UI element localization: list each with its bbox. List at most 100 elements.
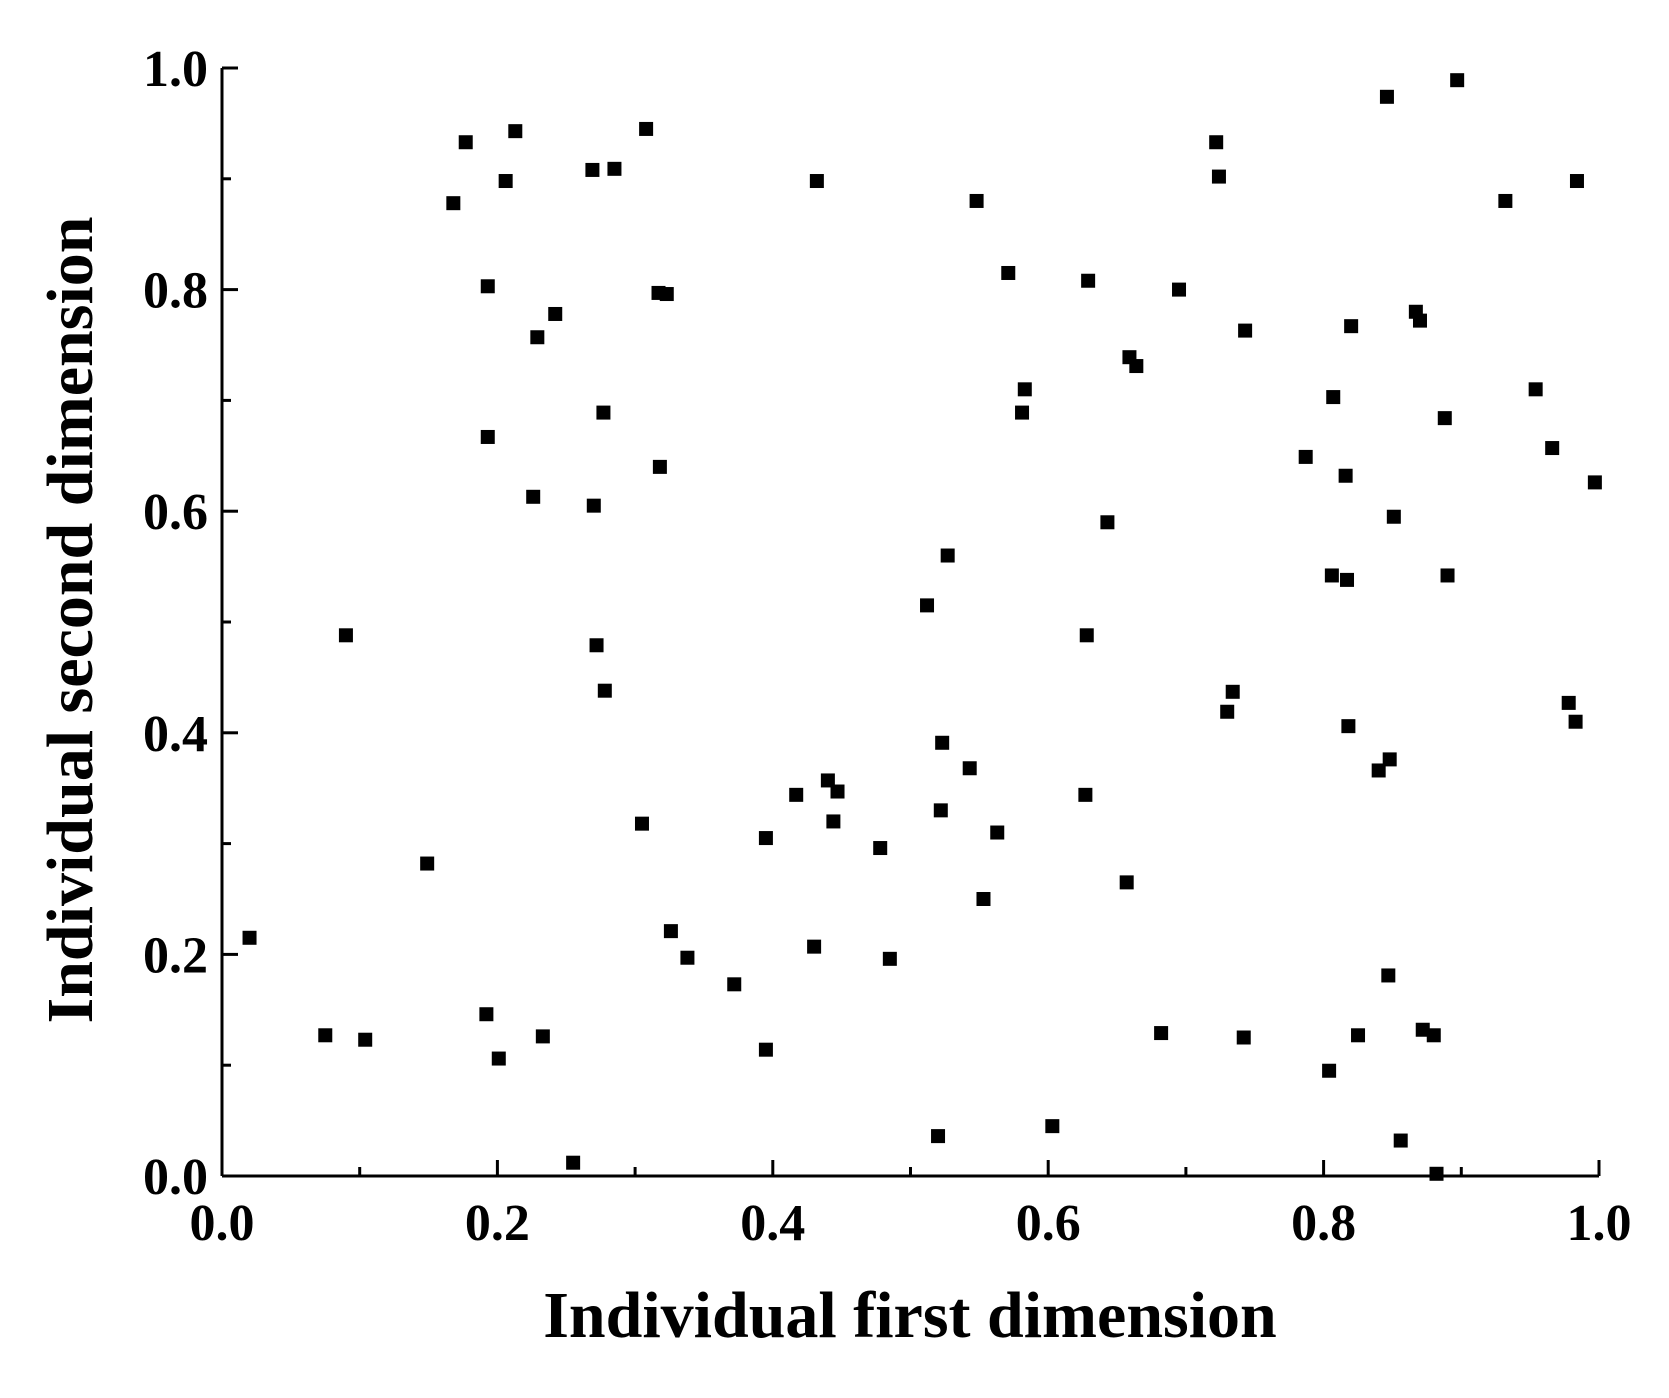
data-point [873,841,888,856]
data-point [526,489,541,504]
x-tick-label: 0.6 [1016,1195,1081,1252]
data-point [969,193,984,208]
data-point [548,306,563,321]
data-point [1079,628,1094,643]
data-point [318,1028,333,1043]
data-point [607,161,622,176]
data-point [1381,968,1396,983]
data-point [1045,1119,1060,1134]
data-point [990,825,1005,840]
data-point [882,951,897,966]
data-point [1324,568,1339,583]
data-point [1437,411,1452,426]
data-point [508,124,523,139]
y-tick-label: 0.8 [143,263,208,320]
y-tick-label: 0.2 [143,927,208,984]
data-point [1015,405,1030,420]
data-point [962,761,977,776]
data-point [585,162,600,177]
data-point [931,1129,946,1144]
data-point [1298,449,1313,464]
data-point [663,924,678,939]
data-point [479,1007,494,1022]
data-point [1412,313,1427,328]
data-point [1172,282,1187,297]
data-point [242,930,257,945]
data-point [1429,1166,1444,1181]
data-point [820,773,835,788]
data-point [1568,714,1583,729]
data-point [1220,704,1235,719]
x-tick-label: 0.2 [465,1195,530,1252]
data-point [1225,684,1240,699]
data-point [1211,169,1226,184]
data-point [1528,382,1543,397]
data-point [1393,1133,1408,1148]
data-point [535,1029,550,1044]
y-tick-label: 0.0 [143,1149,208,1206]
data-point [826,814,841,829]
data-point [1561,695,1576,710]
data-point [727,977,742,992]
data-point [1426,1028,1441,1043]
data-point [1017,382,1032,397]
data-point [1119,875,1134,890]
data-point [1587,475,1602,490]
data-point [596,405,611,420]
x-tick-label: 0.8 [1291,1195,1356,1252]
data-point [480,429,495,444]
data-point [1450,73,1465,88]
y-tick-label: 0.6 [143,484,208,541]
data-point [1322,1063,1337,1078]
data-point [1238,323,1253,338]
data-point [1440,568,1455,583]
data-point [1209,135,1224,150]
data-point [680,950,695,965]
y-tick-label: 1.0 [143,41,208,98]
data-point [1382,752,1397,767]
axes [220,68,1599,1178]
data-point [809,174,824,189]
data-point [1379,89,1394,104]
data-point [589,638,604,653]
data-point [920,598,935,613]
data-point [758,831,773,846]
data-point [1081,273,1096,288]
data-point [358,1032,373,1047]
data-point [659,287,674,302]
data-point [1386,509,1401,524]
x-tick-label: 0.4 [740,1195,805,1252]
data-point [1154,1026,1169,1041]
data-point [338,628,353,643]
data-point [1236,1030,1251,1045]
y-axis-ticks: 0.0 0.2 0.4 0.6 0.8 1.0 [143,41,238,1206]
y-tick-label: 0.4 [143,706,208,763]
data-point [1340,572,1355,587]
data-point [1129,359,1144,374]
x-tick-label: 0.0 [190,1195,255,1252]
data-point [634,816,649,831]
data-point [1001,265,1016,280]
y-axis-title: Individual second dimension [34,217,107,1024]
data-point [933,803,948,818]
data-point [491,1051,506,1066]
data-point [597,683,612,698]
data-point [807,939,822,954]
data-point [1498,193,1513,208]
data-point [1371,763,1386,778]
x-axis-ticks: 0.0 0.2 0.4 0.6 0.8 1.0 [190,1160,1632,1252]
x-tick-label: 1.0 [1567,1195,1632,1252]
data-point [1569,174,1584,189]
data-point [1341,719,1356,734]
data-point [1344,319,1359,334]
data-point [1326,390,1341,405]
data-point [1338,468,1353,483]
data-point [940,548,955,563]
data-point [498,174,513,189]
data-point [1078,787,1093,802]
data-point [830,784,845,799]
data-point [1351,1028,1366,1043]
data-point [789,787,804,802]
data-point [1545,441,1560,456]
data-point [1100,515,1115,530]
